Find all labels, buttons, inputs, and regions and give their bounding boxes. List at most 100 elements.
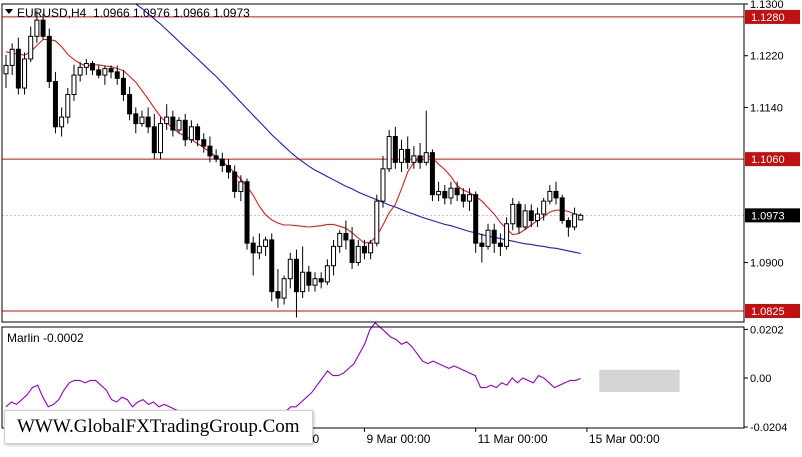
candle-body [90,62,96,71]
candle [565,217,571,237]
x-tick-label: 15 Mar 00:00 [589,432,660,446]
candle [9,43,15,76]
candle-body [145,116,151,128]
indicator-y-tick-label: -0.0204 [750,422,787,434]
candle-body [120,77,126,95]
candle-body [436,190,442,196]
candle-body [176,119,182,131]
candle [96,65,102,79]
candle-body [411,155,417,163]
candle [534,207,540,227]
candle-body [28,35,34,60]
candle-body [343,232,349,241]
collapse-triangle-icon[interactable] [5,9,13,14]
candle [238,175,244,202]
candle-body [460,194,466,202]
candle [3,55,9,89]
candle-body [232,171,238,192]
candle [411,146,417,169]
candle [46,28,52,89]
candle-body [15,48,21,89]
candle [491,223,497,253]
candle-body [423,152,429,163]
candle [337,230,343,253]
candle-body [170,116,176,131]
candle-body [534,213,540,222]
candle-body [300,271,306,293]
ohlc-values: 1.0966 1.0976 1.0966 1.0973 [93,6,250,20]
candle [28,26,34,63]
candle [232,165,238,198]
candle [269,233,275,302]
candle-body [331,245,337,267]
candle [318,272,324,289]
candle [374,194,380,247]
candle [176,117,182,134]
candle [331,239,337,276]
candle-body [77,66,83,76]
candle-body [510,203,516,225]
candle-body [448,187,454,199]
candle [207,136,213,163]
candle [324,259,330,286]
symbol-label: EURUSD,H4 [17,6,87,20]
candle-body [417,155,423,163]
candle-body [22,58,28,89]
candle-body [337,232,343,247]
marlin-line [5,321,581,444]
candle [479,233,485,263]
candle [287,252,293,289]
indicator-layer [5,321,680,444]
indicator-name: Marlin -0.0002 [7,331,84,345]
candle-body [392,136,398,163]
candle [349,226,355,269]
candle [120,69,126,101]
x-tick-label: 9 Mar 00:00 [366,432,430,446]
candle-body [522,210,528,228]
candle [306,265,312,292]
candle-body [65,93,71,118]
candle-body [306,271,312,286]
candle [355,239,361,266]
candle [151,113,157,160]
candle-body [133,113,139,125]
levels-layer: 1.1280 1.1060 1.0825 1.0973 [2,9,800,319]
candle [15,37,21,95]
candle-body [52,81,58,128]
candle-body [355,245,361,264]
candle [164,104,170,131]
candle-body [46,35,52,83]
candle [547,184,553,205]
candle [59,107,65,137]
candle-body [473,194,479,244]
candle-body [158,123,163,154]
y-tick-label: 1.1220 [750,51,784,63]
candle-body [572,213,578,228]
candle-body [565,220,571,228]
candle-body [374,200,380,244]
candle-body [312,278,318,286]
candle-body [201,139,207,147]
candle-body [83,62,89,68]
candle [22,52,28,95]
candle [263,236,269,257]
candle [201,133,207,153]
candle-body [3,64,9,75]
candle-body [71,74,77,95]
candle [436,181,442,202]
candles-layer [3,10,584,318]
candle [182,113,188,147]
level-price-label: 1.0825 [751,306,785,318]
candle-body [114,71,120,79]
candle [497,233,503,257]
candle [34,10,40,43]
candle-body [281,278,287,299]
candle [127,86,133,121]
candle-body [491,229,497,244]
candle-body [504,223,510,247]
candle-body [405,148,411,163]
candle [40,13,46,40]
candle-body [164,116,170,125]
